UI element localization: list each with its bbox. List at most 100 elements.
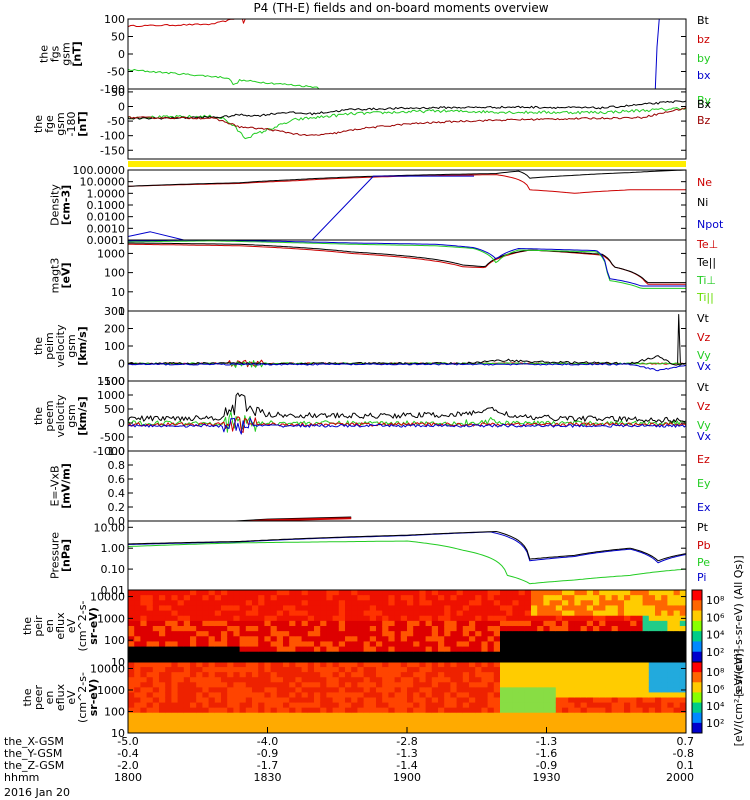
y-tick-label: 10000 bbox=[90, 591, 125, 604]
spectrogram-cell bbox=[549, 626, 557, 632]
spectrogram-cell bbox=[128, 662, 135, 668]
spectrogram-cell bbox=[655, 615, 662, 622]
spectrogram-cell bbox=[314, 662, 321, 668]
spectrogram-cell bbox=[512, 646, 520, 653]
spectrogram-cell bbox=[425, 662, 433, 668]
spectrogram-cell bbox=[270, 707, 278, 714]
spectrogram-cell bbox=[605, 692, 613, 698]
spectrogram-cell bbox=[611, 672, 619, 678]
spectrogram-cell bbox=[338, 600, 346, 606]
spectrogram-cell bbox=[190, 595, 197, 601]
spectrogram-cell bbox=[555, 626, 563, 632]
x-axis-row-value: -1.3 bbox=[396, 747, 417, 760]
spectrogram-cell bbox=[549, 636, 557, 642]
spectrogram-cell bbox=[648, 590, 656, 596]
spectrogram-cell bbox=[159, 702, 166, 709]
spectrogram-cell bbox=[252, 610, 259, 617]
spectrogram-cell bbox=[159, 687, 166, 693]
spectrogram-cell bbox=[376, 722, 383, 729]
spectrogram-cell bbox=[320, 590, 327, 596]
spectrogram-cell bbox=[146, 662, 154, 668]
spectrogram-cell bbox=[351, 717, 358, 724]
spectrogram-cell bbox=[307, 651, 315, 658]
spectrogram-cell bbox=[679, 702, 686, 709]
spectrogram-cell bbox=[555, 641, 563, 648]
spectrogram-cell bbox=[202, 662, 210, 668]
spectrogram-cell bbox=[475, 610, 482, 617]
spectrogram-cell bbox=[506, 631, 513, 637]
spectrogram-cell bbox=[655, 667, 662, 673]
spectrogram-cell bbox=[574, 600, 582, 606]
spectrogram-cell bbox=[611, 662, 619, 668]
spectrogram-cell bbox=[134, 620, 141, 627]
spectrogram-cell bbox=[301, 692, 309, 698]
spectrogram-cell bbox=[462, 646, 470, 653]
spectrogram-cell bbox=[245, 641, 253, 648]
spectrogram-cell bbox=[624, 697, 631, 704]
legend-entry: Ne bbox=[697, 176, 712, 189]
spectrogram-cell bbox=[376, 620, 383, 627]
spectrogram-cell bbox=[413, 620, 420, 627]
spectrogram-cell bbox=[419, 641, 427, 648]
spectrogram-cell bbox=[338, 626, 346, 632]
spectrogram-cell bbox=[140, 610, 148, 617]
spectrogram-cell bbox=[636, 641, 644, 648]
spectrogram-cell bbox=[394, 662, 402, 668]
spectrogram-cell bbox=[258, 722, 265, 729]
spectrogram-cell bbox=[270, 610, 278, 617]
spectrogram-cell bbox=[630, 620, 637, 627]
spectrogram-cell bbox=[357, 641, 365, 648]
spectrogram-cell bbox=[276, 717, 284, 724]
spectrogram-cell bbox=[450, 717, 458, 724]
spectrogram-cell bbox=[549, 677, 557, 683]
spectrogram-cell bbox=[307, 595, 315, 601]
spectrogram-cell bbox=[264, 590, 272, 596]
spectrogram-cell bbox=[475, 605, 482, 612]
spectrogram-cell bbox=[357, 682, 365, 688]
spectrogram-cell bbox=[307, 605, 315, 612]
spectrogram-cell bbox=[549, 667, 557, 673]
spectrogram-cell bbox=[307, 631, 315, 637]
spectrogram-cell bbox=[655, 697, 662, 704]
spectrogram-cell bbox=[524, 672, 532, 678]
spectrogram-cell bbox=[580, 687, 588, 693]
spectrogram-cell bbox=[611, 631, 619, 637]
spectrogram-cell bbox=[543, 662, 551, 668]
colorbar-label: [eV/(cm²-s-sr-eV) (All Qs)] bbox=[732, 555, 745, 696]
spectrogram-cell bbox=[196, 722, 203, 729]
spectrogram-cell bbox=[326, 667, 334, 673]
spectrogram-cell bbox=[363, 717, 371, 724]
spectrogram-cell bbox=[221, 707, 228, 714]
spectrogram-cell bbox=[283, 717, 290, 724]
spectrogram-cell bbox=[134, 656, 141, 662]
spectrogram-cell bbox=[413, 712, 420, 719]
spectrogram-cell bbox=[345, 646, 352, 653]
spectrogram-cell bbox=[611, 727, 619, 733]
spectrogram-cell bbox=[351, 656, 358, 662]
spectrogram-cell bbox=[171, 656, 179, 662]
spectrogram-cell bbox=[301, 615, 309, 622]
spectrogram-cell bbox=[214, 687, 222, 693]
spectrogram-cell bbox=[196, 651, 203, 658]
spectrogram-cell bbox=[667, 615, 675, 622]
spectrogram-cell bbox=[307, 717, 315, 724]
spectrogram-cell bbox=[276, 662, 284, 668]
spectrogram-cell bbox=[159, 615, 166, 622]
y-tick-label: 0.0 bbox=[108, 515, 126, 528]
spectrogram-cell bbox=[593, 636, 600, 642]
spectrogram-cell bbox=[518, 646, 526, 653]
series-vt-spike bbox=[677, 314, 681, 364]
spectrogram-cell bbox=[363, 636, 371, 642]
spectrogram-cell bbox=[295, 646, 303, 653]
spectrogram-cell bbox=[574, 702, 582, 709]
y-axis-label-line: eflux bbox=[54, 683, 67, 711]
spectrogram-cell bbox=[332, 600, 340, 606]
spectrogram-cell bbox=[400, 672, 408, 678]
spectrogram-cell bbox=[617, 687, 625, 693]
spectrogram-cell bbox=[679, 605, 686, 612]
spectrogram-cell bbox=[351, 712, 358, 719]
spectrogram-cell bbox=[128, 641, 135, 648]
spectrogram-cell bbox=[673, 667, 681, 673]
spectrogram-cell bbox=[357, 605, 365, 612]
spectrogram-cell bbox=[667, 697, 675, 704]
